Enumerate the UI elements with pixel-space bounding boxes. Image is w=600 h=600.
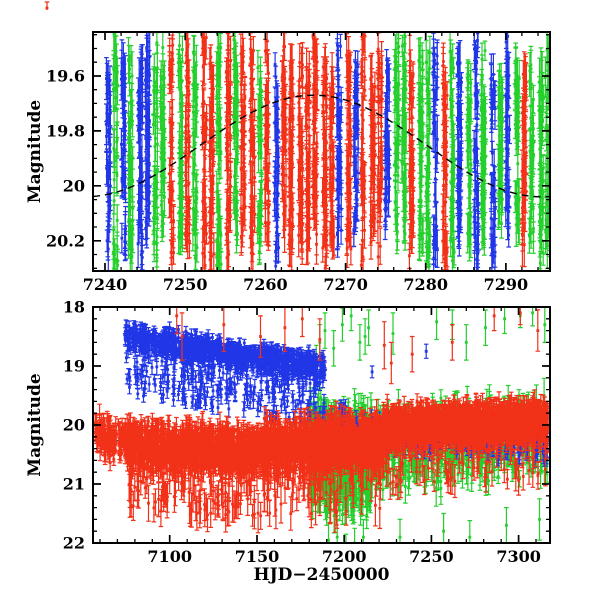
x-tick-label: 7290 — [484, 275, 529, 294]
x-tick-label: 7100 — [147, 547, 192, 566]
minor-ticks — [93, 307, 550, 543]
y-tick-label: 20.2 — [46, 231, 85, 250]
y-tick-label: 19 — [63, 357, 85, 376]
y-tick-label: 18 — [63, 298, 85, 317]
scatter-points-red — [168, 31, 528, 272]
x-tick-label: 7250 — [163, 275, 208, 294]
y-axis-label: Magnitude — [25, 373, 45, 477]
x-tick-label: 7200 — [322, 547, 367, 566]
scatter-points-stray — [45, 6, 49, 10]
scatter-points-blue — [123, 322, 549, 463]
y-tick-label: 19.8 — [46, 121, 85, 140]
model-curve — [92, 94, 551, 198]
major-ticks — [93, 32, 550, 271]
bottom-panel: 7100 7150 7200 7250 7300 18 19 20 21 22 Magnitude H… — [25, 298, 551, 585]
major-ticks — [93, 306, 550, 544]
x-tick-label: 7250 — [409, 547, 454, 566]
minor-ticks — [93, 32, 550, 271]
scatter-points-red — [93, 311, 549, 518]
y-tick-label: 21 — [63, 475, 85, 494]
x-tick-label: 7280 — [403, 275, 448, 294]
top-panel-data — [92, 31, 551, 272]
x-tick-label: 7150 — [235, 547, 280, 566]
y-tick-label: 19.6 — [46, 67, 85, 86]
y-axis-label: Magnitude — [25, 100, 45, 204]
stray-data-point — [44, 1, 50, 10]
x-axis-label: HJD−2450000 — [254, 565, 390, 585]
x-tick-label: 7300 — [496, 547, 541, 566]
y-tick-label: 22 — [63, 534, 85, 553]
panel-border — [92, 31, 551, 272]
y-tick-label: 20 — [63, 416, 85, 435]
x-tick-label: 7240 — [83, 275, 128, 294]
x-tick-label: 7270 — [323, 275, 368, 294]
bottom-panel-data — [92, 306, 550, 544]
top-panel: 7240 7250 7260 7270 7280 7290 19.6 19.8 20 20.2 Ma… — [25, 31, 551, 294]
x-tick-label: 7260 — [243, 275, 288, 294]
y-tick-label: 20 — [63, 176, 85, 195]
